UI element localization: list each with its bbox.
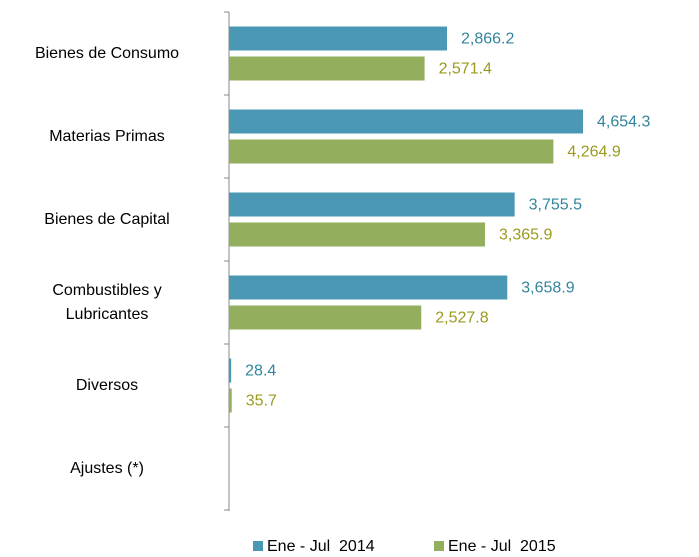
bar [229,388,232,413]
bar [229,192,515,217]
bar [229,222,486,247]
data-label: 28.4 [245,363,276,380]
bar [229,109,583,134]
bar [229,358,232,383]
legend-label: Ene - Jul 2014 [267,538,375,555]
data-label: 2,527.8 [435,310,488,327]
category-label: Diversos [75,376,139,394]
bar [229,56,425,81]
bar [229,26,447,51]
data-label: 35.7 [246,393,277,410]
legend-swatch [434,541,444,551]
data-label: 2,571.4 [439,61,492,78]
data-label: 3,365.9 [499,227,552,244]
legend-label: Ene - Jul 2015 [448,538,556,555]
category-label: Ajustes (*) [70,459,144,477]
bar [229,139,554,164]
category-label: Bienes de Capital [44,210,170,228]
data-label: 2,866.2 [461,31,514,48]
bar [229,275,508,300]
data-label: 3,755.5 [529,197,582,214]
data-label: 4,264.9 [567,144,620,161]
category-label: Combustibles y Lubricantes [52,281,162,323]
data-label: 4,654.3 [597,114,650,131]
category-label: Bienes de Consumo [34,44,180,62]
category-label: Materias Primas [49,127,165,145]
bar [229,305,422,330]
legend-swatch [253,541,263,551]
data-label: 3,658.9 [521,280,574,297]
